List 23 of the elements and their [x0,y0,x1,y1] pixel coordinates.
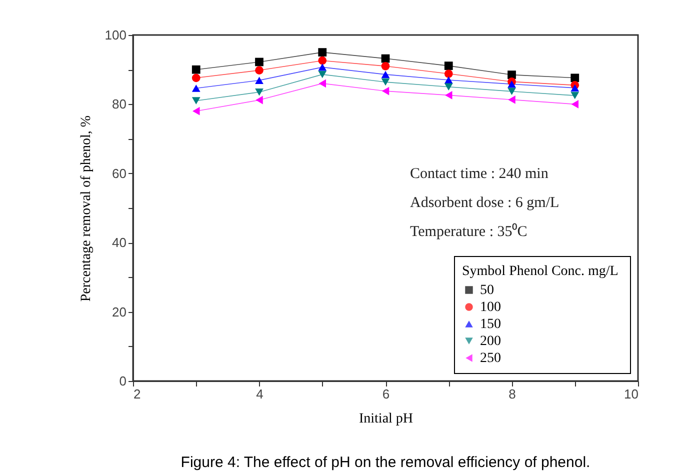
annotation: Contact time : 240 min [410,166,549,182]
y-tick-label: 40 [112,235,126,250]
legend-label: 250 [480,351,501,366]
y-tick-label: 60 [112,166,126,181]
y-tick-label: 80 [112,96,126,112]
annotation: Temperature : 35⁰C [410,223,528,240]
text: Figure 4: The effect of pH on the removal efficiency of phenol. [180,454,590,471]
x-tick-label: 8 [508,386,516,402]
y-tick-label: 0 [119,374,126,388]
y-tick-label: 100 [104,28,126,42]
y-tick-label: 20 [112,304,126,320]
x-tick-label: 10 [624,386,638,402]
x-axis-title: Initial pH [358,412,414,426]
x-tick-label: 6 [382,386,390,402]
legend-label: 150 [480,317,501,332]
x-tick-label: 4 [256,386,264,402]
legend-label: 200 [480,334,501,349]
y-axis-title: Percentage removal of phenol, % [78,115,94,302]
legend-title: Symbol Phenol Conc. mg/L [462,264,618,279]
legend-label: 100 [480,300,501,315]
x-tick-label: 2 [134,386,141,402]
legend-label: 50 [480,283,494,298]
annotation: Adsorbent dose : 6 gm/L [410,195,560,211]
